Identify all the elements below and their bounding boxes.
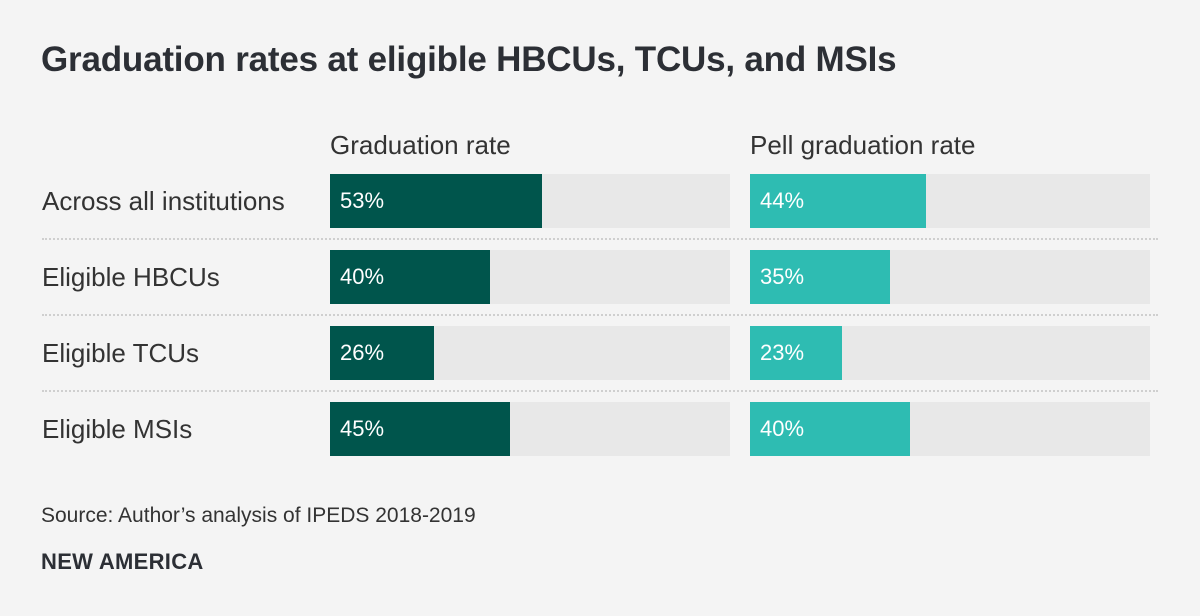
- source-note: Source: Author’s analysis of IPEDS 2018-…: [41, 504, 476, 527]
- row-divider: [42, 238, 1158, 240]
- bar-grad-2: [330, 326, 434, 380]
- category-label: Across all institutions: [42, 185, 285, 216]
- bar-value-label: 35%: [760, 264, 805, 289]
- bar-pell-1: [750, 250, 890, 304]
- category-label: Eligible TCUs: [42, 337, 200, 368]
- brand-logo-text: NEW AMERICA: [41, 549, 204, 574]
- bar-value-label: 45%: [340, 416, 385, 441]
- legend-graduation-rate: Graduation rate: [330, 130, 511, 160]
- row-divider: [42, 390, 1158, 392]
- bar-pell-0: [750, 174, 926, 228]
- bar-value-label: 40%: [340, 264, 385, 289]
- bar-track: 53%: [330, 174, 730, 228]
- bar-value-label: 23%: [760, 340, 805, 365]
- bar-track: 40%: [330, 250, 730, 304]
- bar-value-label: 53%: [340, 188, 385, 213]
- bar-value-label: 26%: [340, 340, 385, 365]
- bar-grad-3: [330, 402, 510, 456]
- bar-track: 35%: [750, 250, 1150, 304]
- bar-pell-3: [750, 402, 910, 456]
- row-divider: [42, 314, 1158, 316]
- bar-grad-0: [330, 174, 542, 228]
- bar-grad-1: [330, 250, 490, 304]
- category-label: Eligible MSIs: [42, 413, 193, 444]
- bar-track: 26%: [330, 326, 730, 380]
- bar-value-label: 40%: [760, 416, 805, 441]
- legend-pell-graduation-rate: Pell graduation rate: [750, 130, 976, 160]
- bar-pell-2: [750, 326, 842, 380]
- bar-track: 45%: [330, 402, 730, 456]
- bar-value-label: 44%: [760, 188, 805, 213]
- chart-title: Graduation rates at eligible HBCUs, TCUs…: [41, 40, 897, 79]
- bar-track: 23%: [750, 326, 1150, 380]
- bar-track: 44%: [750, 174, 1150, 228]
- category-label: Eligible HBCUs: [42, 261, 220, 292]
- bar-track: 40%: [750, 402, 1150, 456]
